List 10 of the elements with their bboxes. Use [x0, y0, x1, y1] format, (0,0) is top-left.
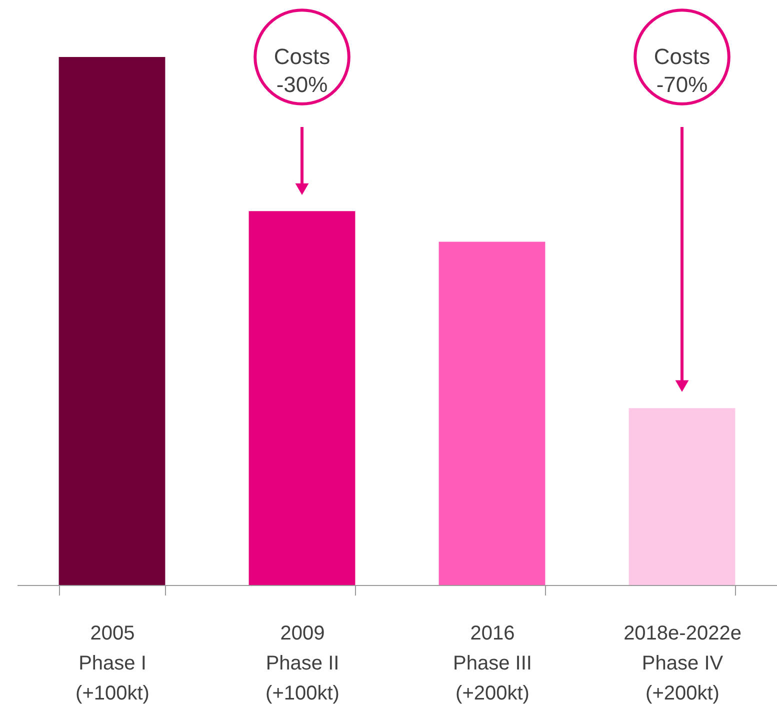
annotation: Costs -30%: [274, 44, 330, 97]
x-tick-label: 2009 Phase II (+100kt): [266, 622, 340, 704]
annotation: Costs -70%: [654, 44, 710, 97]
x-tick-label: 2018e-2022e Phase IV (+200kt): [624, 622, 742, 704]
bar: [628, 408, 736, 585]
bar: [58, 57, 166, 585]
bar: [248, 211, 356, 585]
bar: [438, 242, 546, 585]
x-tick-label: 2016 Phase III (+200kt): [453, 622, 532, 704]
x-tick-label: 2005 Phase I (+100kt): [76, 622, 150, 704]
